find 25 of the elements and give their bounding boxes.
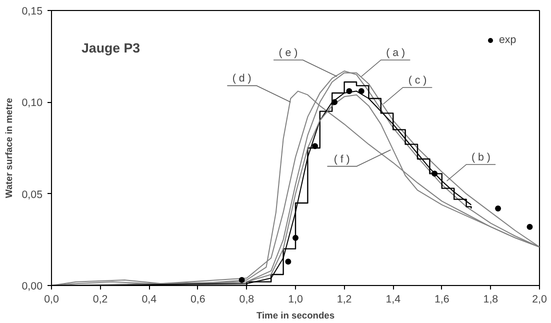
y-tick-label: 0,00 xyxy=(22,280,43,292)
x-tick-label: 0,2 xyxy=(92,294,108,306)
x-tick-label: 0,6 xyxy=(190,294,206,306)
x-tick-label: 2,0 xyxy=(532,294,547,306)
annotation: ( b ) xyxy=(471,152,490,164)
x-tick-label: 1,2 xyxy=(336,294,352,306)
text: Jauge P3 xyxy=(82,40,140,56)
y-axis-title: Water surface in metre xyxy=(4,98,14,198)
legend-label: exp xyxy=(499,34,518,46)
y-tick-label: 0,10 xyxy=(22,97,43,110)
annotation: ( f ) xyxy=(334,153,350,166)
x-tick-label: 1,0 xyxy=(288,294,303,306)
y-tick-label: 0,05 xyxy=(22,188,43,201)
x-tick-label: 0,0 xyxy=(44,294,59,306)
x-tick-label: 1,6 xyxy=(434,294,450,306)
x-axis-title: Time in secondes xyxy=(256,310,335,320)
x-tick-label: 0,4 xyxy=(142,294,157,306)
annotation: ( d ) xyxy=(232,72,252,85)
x-tick-label: 0,8 xyxy=(239,294,254,306)
annotation: ( a ) xyxy=(386,47,406,59)
annotation: ( c ) xyxy=(408,74,427,86)
y-tick-label: 0,15 xyxy=(22,6,43,18)
x-tick-label: 1,8 xyxy=(483,294,498,306)
annotation: ( e ) xyxy=(278,47,298,59)
x-tick-label: 1,4 xyxy=(386,294,401,306)
